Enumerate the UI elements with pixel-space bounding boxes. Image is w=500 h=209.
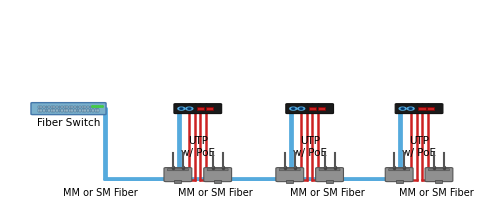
FancyBboxPatch shape — [92, 106, 94, 108]
FancyBboxPatch shape — [207, 169, 228, 171]
FancyBboxPatch shape — [427, 107, 434, 110]
FancyBboxPatch shape — [82, 109, 84, 112]
FancyBboxPatch shape — [428, 169, 450, 171]
FancyBboxPatch shape — [82, 106, 84, 108]
FancyBboxPatch shape — [76, 106, 78, 108]
FancyBboxPatch shape — [98, 106, 99, 108]
FancyBboxPatch shape — [84, 106, 86, 108]
FancyBboxPatch shape — [64, 106, 66, 108]
FancyBboxPatch shape — [316, 168, 344, 182]
FancyBboxPatch shape — [64, 109, 66, 112]
Text: UTP
w/ PoE: UTP w/ PoE — [181, 136, 215, 158]
Text: MM or SM Fiber: MM or SM Fiber — [64, 188, 138, 198]
FancyBboxPatch shape — [51, 109, 52, 112]
FancyBboxPatch shape — [69, 106, 70, 108]
Circle shape — [188, 108, 191, 109]
Circle shape — [300, 108, 302, 109]
FancyBboxPatch shape — [174, 104, 222, 113]
FancyBboxPatch shape — [92, 109, 94, 112]
FancyBboxPatch shape — [174, 180, 182, 183]
FancyBboxPatch shape — [318, 107, 325, 110]
FancyBboxPatch shape — [164, 168, 192, 182]
FancyBboxPatch shape — [43, 109, 45, 112]
FancyBboxPatch shape — [72, 109, 74, 112]
FancyBboxPatch shape — [61, 109, 63, 112]
FancyBboxPatch shape — [54, 106, 55, 108]
FancyBboxPatch shape — [385, 168, 413, 182]
FancyBboxPatch shape — [80, 106, 81, 108]
FancyBboxPatch shape — [286, 180, 294, 183]
FancyBboxPatch shape — [388, 169, 409, 171]
Circle shape — [409, 108, 412, 109]
FancyBboxPatch shape — [46, 106, 48, 108]
FancyBboxPatch shape — [286, 104, 334, 113]
FancyBboxPatch shape — [90, 109, 92, 112]
Circle shape — [298, 107, 304, 110]
FancyBboxPatch shape — [95, 106, 96, 108]
FancyBboxPatch shape — [74, 109, 76, 112]
FancyBboxPatch shape — [396, 180, 402, 183]
FancyBboxPatch shape — [204, 168, 232, 182]
FancyBboxPatch shape — [46, 109, 48, 112]
FancyBboxPatch shape — [58, 109, 60, 112]
FancyBboxPatch shape — [326, 180, 333, 183]
FancyBboxPatch shape — [76, 109, 78, 112]
FancyBboxPatch shape — [38, 109, 40, 112]
FancyBboxPatch shape — [95, 109, 96, 112]
FancyBboxPatch shape — [61, 106, 63, 108]
FancyBboxPatch shape — [74, 106, 76, 108]
FancyBboxPatch shape — [425, 168, 453, 182]
FancyBboxPatch shape — [308, 107, 316, 110]
FancyBboxPatch shape — [87, 109, 89, 112]
Circle shape — [290, 107, 296, 110]
FancyBboxPatch shape — [197, 107, 204, 110]
FancyBboxPatch shape — [40, 109, 42, 112]
FancyBboxPatch shape — [56, 106, 58, 108]
Text: MM or SM Fiber: MM or SM Fiber — [290, 188, 364, 198]
FancyBboxPatch shape — [66, 109, 68, 112]
Text: MM or SM Fiber: MM or SM Fiber — [178, 188, 252, 198]
FancyBboxPatch shape — [54, 109, 55, 112]
Circle shape — [186, 107, 193, 110]
FancyBboxPatch shape — [38, 106, 40, 108]
Text: UTP
w/ PoE: UTP w/ PoE — [292, 136, 326, 158]
Circle shape — [180, 108, 183, 109]
FancyBboxPatch shape — [98, 109, 99, 112]
FancyBboxPatch shape — [69, 109, 70, 112]
FancyBboxPatch shape — [72, 106, 74, 108]
FancyBboxPatch shape — [276, 168, 303, 182]
FancyBboxPatch shape — [87, 106, 89, 108]
FancyBboxPatch shape — [58, 106, 60, 108]
FancyBboxPatch shape — [80, 109, 81, 112]
Circle shape — [292, 108, 295, 109]
Circle shape — [399, 107, 406, 110]
FancyBboxPatch shape — [280, 169, 300, 171]
FancyBboxPatch shape — [418, 107, 426, 110]
FancyBboxPatch shape — [436, 180, 442, 183]
FancyBboxPatch shape — [66, 106, 68, 108]
FancyBboxPatch shape — [319, 169, 340, 171]
FancyBboxPatch shape — [206, 107, 213, 110]
Circle shape — [178, 107, 185, 110]
Text: MM or SM Fiber: MM or SM Fiber — [399, 188, 474, 198]
FancyBboxPatch shape — [168, 169, 188, 171]
FancyBboxPatch shape — [48, 109, 50, 112]
FancyBboxPatch shape — [31, 103, 106, 115]
FancyBboxPatch shape — [90, 106, 92, 108]
FancyBboxPatch shape — [214, 180, 221, 183]
Text: UTP
w/ PoE: UTP w/ PoE — [402, 136, 436, 158]
Circle shape — [401, 108, 404, 109]
FancyBboxPatch shape — [56, 109, 58, 112]
FancyBboxPatch shape — [395, 104, 443, 113]
FancyBboxPatch shape — [84, 109, 86, 112]
Circle shape — [407, 107, 414, 110]
FancyBboxPatch shape — [43, 106, 45, 108]
Text: Fiber Switch: Fiber Switch — [37, 118, 100, 128]
FancyBboxPatch shape — [40, 106, 42, 108]
FancyBboxPatch shape — [48, 106, 50, 108]
FancyBboxPatch shape — [51, 106, 52, 108]
